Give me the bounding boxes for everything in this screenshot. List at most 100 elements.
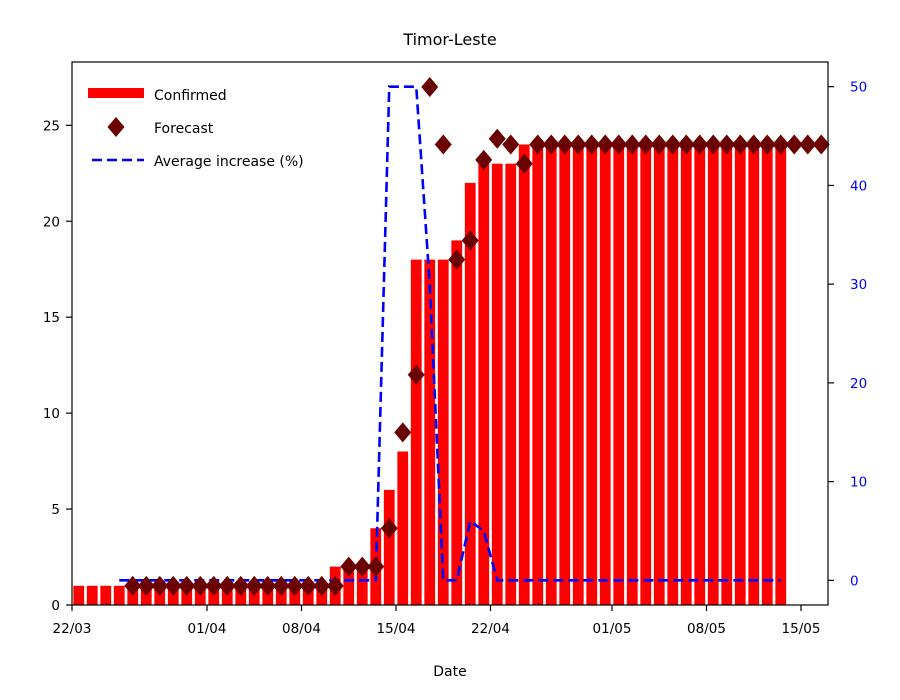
forecast-point: [394, 422, 412, 443]
forecast-point: [623, 134, 641, 155]
bar-confirmed: [100, 585, 112, 605]
forecast-point: [542, 134, 560, 155]
y-tick-label: 5: [51, 502, 60, 518]
bar-confirmed: [626, 144, 638, 605]
forecast-point: [151, 575, 169, 596]
bar-confirmed: [505, 163, 517, 605]
bar-confirmed: [464, 182, 476, 605]
bars-confirmed: [73, 144, 787, 605]
bar-confirmed: [694, 144, 706, 605]
bar-confirmed: [613, 144, 625, 605]
chart-title: Timor-Leste: [402, 30, 496, 49]
forecast-point: [812, 134, 830, 155]
legend-swatch-forecast: [107, 117, 125, 137]
x-tick-label: 15/04: [377, 621, 416, 637]
bar-confirmed: [73, 585, 85, 605]
forecast-point: [353, 556, 371, 577]
forecast-point: [583, 134, 601, 155]
forecast-point: [529, 134, 547, 155]
forecast-point: [367, 556, 385, 577]
bar-confirmed: [356, 566, 368, 605]
x-tick-label: 22/03: [53, 621, 92, 637]
forecast-point: [664, 134, 682, 155]
forecast-point: [380, 518, 398, 539]
forecast-point: [245, 575, 263, 596]
forecast-point: [650, 134, 668, 155]
bar-confirmed: [748, 144, 760, 605]
forecast-point: [286, 575, 304, 596]
x-tick-label: 22/04: [471, 621, 510, 637]
y-tick-label: 20: [43, 214, 60, 230]
bar-confirmed: [532, 144, 544, 605]
forecast-point: [785, 134, 803, 155]
y-right-tick-label: 50: [850, 80, 867, 96]
bar-confirmed: [559, 144, 571, 605]
bar-confirmed: [545, 144, 557, 605]
forecast-point: [407, 364, 425, 385]
legend-swatch-confirmed: [88, 88, 144, 98]
bar-confirmed: [572, 144, 584, 605]
legend-label-average: Average increase (%): [154, 154, 304, 170]
bar-confirmed: [599, 144, 611, 605]
forecast-point: [515, 153, 533, 174]
y-right-tick-label: 40: [850, 178, 867, 194]
bar-confirmed: [653, 144, 665, 605]
forecast-point: [731, 134, 749, 155]
forecast-point: [758, 134, 776, 155]
forecast-point: [124, 575, 142, 596]
y-right-tick-label: 30: [850, 277, 867, 293]
forecast-point: [704, 134, 722, 155]
forecast-point: [799, 134, 817, 155]
forecast-point: [461, 230, 479, 251]
bar-confirmed: [491, 163, 503, 605]
forecast-point: [178, 575, 196, 596]
bar-confirmed: [451, 240, 463, 605]
x-tick-label: 08/04: [282, 621, 321, 637]
bar-confirmed: [437, 259, 449, 605]
y-tick-label: 15: [43, 310, 60, 326]
forecast-point: [502, 134, 520, 155]
forecast-point: [448, 249, 466, 270]
x-axis-label: Date: [433, 664, 466, 680]
forecast-point: [191, 575, 209, 596]
forecast-point: [556, 134, 574, 155]
x-tick-label: 15/05: [782, 621, 821, 637]
forecast-point: [691, 134, 709, 155]
y-tick-label: 0: [51, 598, 60, 614]
forecast-point: [610, 134, 628, 155]
bar-confirmed: [775, 144, 787, 605]
forecast-point: [164, 575, 182, 596]
y-right-tick-label: 0: [850, 573, 859, 589]
bar-confirmed: [707, 144, 719, 605]
forecast-point: [326, 575, 344, 596]
forecast-point: [232, 575, 250, 596]
legend-label-forecast: Forecast: [154, 121, 214, 137]
bar-confirmed: [424, 259, 436, 605]
bar-confirmed: [761, 144, 773, 605]
forecast-point: [745, 134, 763, 155]
forecast-point: [772, 134, 790, 155]
forecast-point: [434, 134, 452, 155]
forecast-point: [259, 575, 277, 596]
plot-frame: [71, 61, 829, 606]
forecast-points: [124, 76, 830, 596]
bar-confirmed: [680, 144, 692, 605]
forecast-point: [596, 134, 614, 155]
forecast-point: [637, 134, 655, 155]
forecast-point: [475, 149, 493, 170]
bar-confirmed: [343, 566, 355, 605]
y-right-tick-label: 20: [850, 376, 867, 392]
bar-confirmed: [86, 585, 98, 605]
forecast-point: [488, 128, 506, 149]
bar-confirmed: [586, 144, 598, 605]
forecast-point: [272, 575, 290, 596]
bar-confirmed: [113, 585, 125, 605]
y-right-tick-label: 10: [850, 475, 867, 491]
y-axis-left: 0 5 10 15 20 25: [43, 118, 72, 614]
bar-confirmed: [734, 144, 746, 605]
y-tick-label: 10: [43, 406, 60, 422]
bar-confirmed: [478, 163, 490, 605]
bar-confirmed: [640, 144, 652, 605]
forecast-point: [569, 134, 587, 155]
bar-confirmed: [721, 144, 733, 605]
